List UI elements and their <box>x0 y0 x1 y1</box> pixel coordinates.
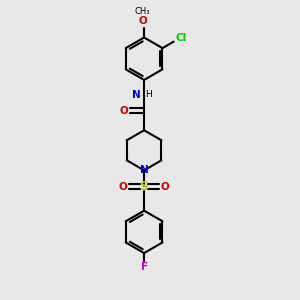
Text: N: N <box>132 90 141 100</box>
Text: S: S <box>140 180 148 193</box>
Text: H: H <box>145 90 152 99</box>
Text: O: O <box>118 182 127 192</box>
Text: N: N <box>140 165 148 175</box>
Text: CH₃: CH₃ <box>135 7 150 16</box>
Text: O: O <box>120 106 128 116</box>
Text: O: O <box>138 16 147 26</box>
Text: O: O <box>161 182 170 192</box>
Text: F: F <box>140 262 148 272</box>
Text: Cl: Cl <box>175 33 186 43</box>
